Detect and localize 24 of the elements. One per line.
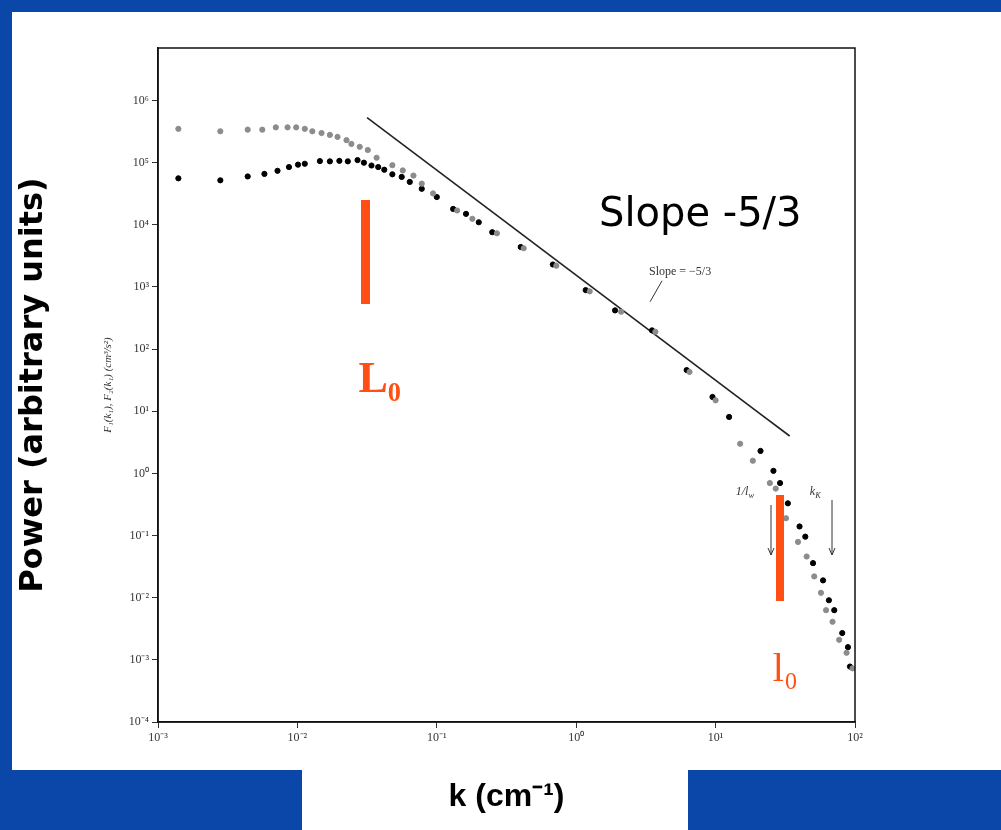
y-tick-label: 10⁻¹ <box>129 527 150 542</box>
annotation: l₀ <box>772 644 798 690</box>
x-axis-title: k (cm⁻¹) <box>448 776 565 813</box>
x-tick-label: 10¹ <box>707 730 724 745</box>
x-tick-label: 10² <box>847 730 864 745</box>
y-tick-label: 10³ <box>133 279 150 294</box>
x-tick-label: 10⁻² <box>287 730 308 745</box>
y-tick-label: 10⁶ <box>132 92 149 107</box>
x-tick-label: 10⁻¹ <box>427 730 447 745</box>
text: F₁(k₁), F₂(k₁) (cm³/s²) <box>100 336 114 434</box>
y-tick-label: 10⁰ <box>133 465 149 480</box>
y-tick-label: 10² <box>133 341 150 356</box>
y-tick-label: 10¹ <box>133 403 150 418</box>
x-tick-label: 10⁰ <box>568 730 585 745</box>
y-tick-label: 10⁴ <box>132 216 149 231</box>
y-tick-label: 10⁻² <box>129 589 150 604</box>
x-tick-label: 10⁻³ <box>148 730 169 745</box>
y-tick-label: 10⁻⁴ <box>128 714 149 729</box>
y-tick-label: 10⁻³ <box>129 652 150 667</box>
annotation: Slope = −5/3 <box>648 263 712 278</box>
y-axis-title: Power (arbitrary units) <box>11 177 50 593</box>
annotation: L₀ <box>358 352 401 402</box>
annotation: Slope -5/3 <box>599 188 802 235</box>
y-tick-label: 10⁵ <box>132 154 149 169</box>
